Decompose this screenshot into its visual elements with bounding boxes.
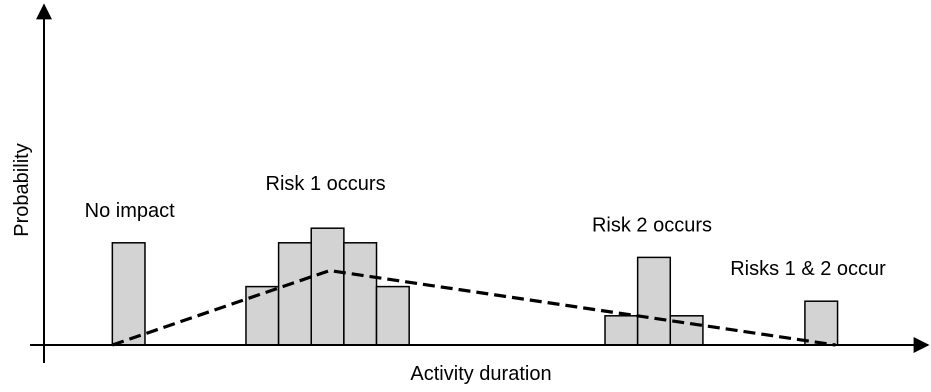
group-label-2: Risk 1 occurs	[266, 173, 386, 195]
bar-3-1	[604, 315, 639, 346]
group-label-3: Risk 2 occurs	[592, 214, 712, 236]
bar-2-2	[277, 242, 312, 346]
bar-1-1	[111, 242, 146, 346]
trend-layer	[111, 268, 836, 347]
x-axis-label: Activity duration	[410, 363, 551, 385]
axes-layer	[30, 3, 930, 363]
trend-line	[111, 268, 836, 347]
group-label-1: No impact	[85, 200, 175, 222]
bar-2-5	[375, 285, 410, 346]
bar-4-1	[804, 300, 839, 346]
y-axis-label: Probability	[11, 143, 33, 236]
bar-3-2	[636, 256, 672, 346]
group-label-4: Risks 1 & 2 occur	[730, 258, 886, 280]
bars-layer	[111, 227, 839, 346]
bar-2-1	[245, 285, 280, 346]
bar-2-3	[310, 227, 345, 346]
bar-2-4	[343, 242, 378, 346]
labels-layer: Activity duration Probability No impact R…	[11, 143, 886, 385]
